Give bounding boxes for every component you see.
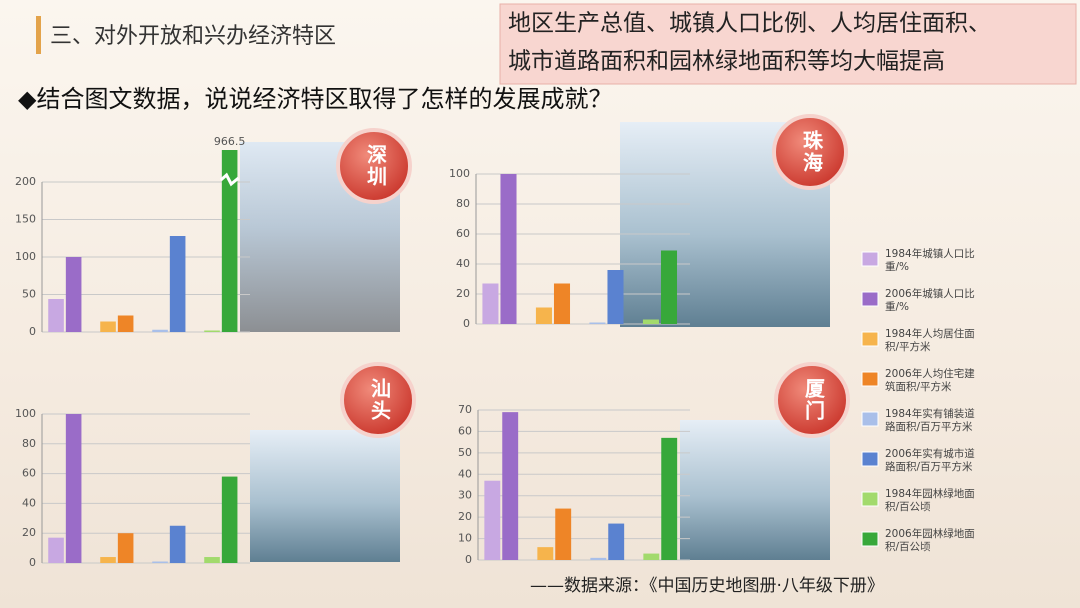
y-tick-label: 80 <box>22 437 36 450</box>
y-tick-label: 0 <box>465 553 472 566</box>
chart-title: 深圳 <box>364 144 388 188</box>
bar <box>117 315 134 332</box>
question: ◆结合图文数据，说说经济特区取得了怎样的发展成就？ <box>18 85 612 113</box>
y-tick-label: 80 <box>456 197 470 210</box>
city-badge <box>772 114 848 190</box>
y-tick-label: 0 <box>463 317 470 330</box>
legend-label: 2006年园林绿地面积/百公顷 <box>885 528 975 553</box>
legend-swatch <box>861 531 879 547</box>
bar <box>100 321 116 332</box>
legend-label: 2006年城镇人口比重/% <box>885 288 975 313</box>
note-box <box>499 3 1077 85</box>
chart-title: 汕头 <box>368 378 392 422</box>
bar <box>65 257 82 332</box>
bar <box>152 329 168 332</box>
legend-swatch <box>861 291 879 307</box>
bar <box>48 537 64 563</box>
bar <box>500 174 517 324</box>
bar <box>152 561 168 563</box>
y-tick-label: 60 <box>458 424 472 437</box>
bar <box>642 319 659 324</box>
bar <box>608 523 625 560</box>
bar <box>169 525 186 563</box>
y-tick-label: 20 <box>456 287 470 300</box>
bar <box>221 476 238 563</box>
bar <box>204 557 220 563</box>
chart-title: 厦门 <box>802 378 826 422</box>
photo <box>680 420 830 560</box>
y-tick-label: 0 <box>29 325 36 338</box>
legend-label: 1984年园林绿地面积/百公顷 <box>885 488 975 513</box>
bar <box>660 250 678 324</box>
legend-swatch <box>861 251 879 267</box>
y-tick-label: 20 <box>22 526 36 539</box>
bar <box>643 553 660 560</box>
y-tick-label: 30 <box>458 489 472 502</box>
bar <box>502 412 519 560</box>
bar <box>204 330 220 332</box>
y-tick-label: 70 <box>458 403 472 416</box>
source: ——数据来源：《中国历史地图册·八年级下册》 <box>530 576 884 596</box>
legend-swatch <box>861 411 879 427</box>
bar <box>555 508 572 560</box>
bar <box>553 283 571 324</box>
y-tick-label: 40 <box>22 496 36 509</box>
city-badge <box>336 128 412 204</box>
legend-swatch <box>861 451 879 467</box>
y-tick-label: 100 <box>15 407 36 420</box>
title-marker <box>36 16 41 54</box>
y-tick-label: 50 <box>458 446 472 459</box>
city-badge <box>774 362 850 438</box>
legend-label: 1984年实有铺装道路面积/百万平方米 <box>885 408 975 433</box>
y-tick-label: 60 <box>456 227 470 240</box>
legend-label: 1984年城镇人口比重/% <box>885 248 975 273</box>
y-tick-label: 100 <box>449 167 470 180</box>
legend-swatch <box>861 331 879 347</box>
bar <box>589 322 606 324</box>
y-tick-label: 40 <box>458 467 472 480</box>
bar <box>537 547 554 560</box>
legend-label: 1984年人均居住面积/平方米 <box>885 328 975 353</box>
bar <box>607 270 624 324</box>
legend-swatch <box>861 371 879 387</box>
y-tick-label: 100 <box>15 250 36 263</box>
bar <box>65 414 82 563</box>
legend-label: 2006年实有城市道路面积/百万平方米 <box>885 448 975 473</box>
y-tick-label: 50 <box>22 288 36 301</box>
y-tick-label: 200 <box>15 175 36 188</box>
bar <box>590 557 607 560</box>
bar <box>117 533 134 563</box>
photo <box>250 430 400 562</box>
bar <box>482 283 499 324</box>
note-line: 地区生产总值、城镇人口比例、人均居住面积、 <box>508 11 991 37</box>
bar <box>100 557 116 563</box>
axis-break <box>219 172 240 187</box>
legend-swatch <box>861 491 879 507</box>
bar <box>484 480 501 560</box>
bar <box>221 150 238 332</box>
y-tick-label: 40 <box>456 257 470 270</box>
city-badge <box>340 362 416 438</box>
bar <box>535 307 552 324</box>
legend-label: 2006年人均住宅建筑面积/平方米 <box>885 368 975 393</box>
y-tick-label: 60 <box>22 467 36 480</box>
y-tick-label: 0 <box>29 556 36 569</box>
bar <box>661 437 678 560</box>
y-tick-label: 20 <box>458 510 472 523</box>
value-label: 966.5 <box>214 135 246 148</box>
bar <box>169 236 186 332</box>
bar <box>48 299 64 332</box>
note-line: 城市道路面积和园林绿地面积等均大幅提高 <box>508 49 945 75</box>
y-tick-label: 150 <box>15 213 36 226</box>
y-tick-label: 10 <box>458 532 472 545</box>
slide-title: 三、对外开放和兴办经济特区 <box>50 24 336 49</box>
chart-title: 珠海 <box>800 130 824 174</box>
